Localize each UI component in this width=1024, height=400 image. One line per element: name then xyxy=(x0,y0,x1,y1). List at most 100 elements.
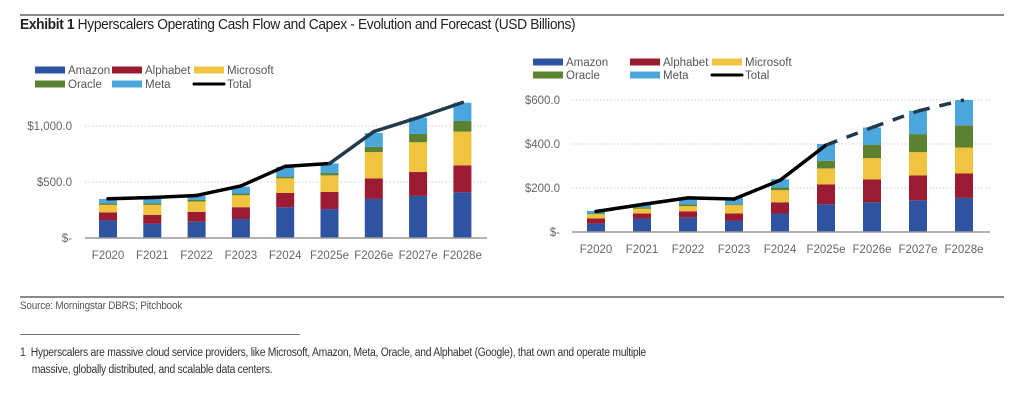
title-text: Hyperscalers Operating Cash Flow and Cap… xyxy=(77,16,576,33)
exhibit-title: Exhibit 1 Hyperscalers Operating Cash Fl… xyxy=(20,16,576,33)
footnote-line2: massive, globally distributed, and scala… xyxy=(31,364,273,376)
chart2-x-tick-label: F2026e xyxy=(852,244,891,256)
chart2-total-line-segment xyxy=(825,125,873,147)
chart1-bar-amazon xyxy=(409,195,428,238)
source-rule xyxy=(20,296,1004,298)
chart2-legend-swatch-oracle xyxy=(533,71,563,79)
chart2-bar-microsoft xyxy=(863,158,881,180)
chart1-total-line-segment xyxy=(327,129,376,166)
exhibit-label: Exhibit 1 xyxy=(20,16,75,33)
chart2-bar-microsoft xyxy=(633,208,651,214)
chart1-bar-alphabet xyxy=(409,172,428,196)
chart2-bar-microsoft xyxy=(679,206,697,212)
chart1-bar-meta xyxy=(453,102,472,121)
chart1-bar-microsoft xyxy=(364,152,383,179)
chart2-legend-swatch-alphabet xyxy=(630,58,660,66)
chart1-x-tick-label: F2022 xyxy=(180,250,213,262)
chart1-bar-meta xyxy=(409,117,428,134)
chart1-bar-meta xyxy=(99,198,117,204)
chart2-legend-label: Total xyxy=(745,70,769,82)
chart1-bar-amazon xyxy=(276,207,295,238)
footnote-number: 1 xyxy=(20,347,26,359)
chart2-legend-label: Alphabet xyxy=(663,57,709,69)
chart1-legend-label: Amazon xyxy=(68,65,110,77)
chart1-y-tick-label: $- xyxy=(62,233,72,245)
chart2-bar-alphabet xyxy=(771,202,789,214)
chart2-bar-meta xyxy=(725,197,743,205)
chart2-bar-amazon xyxy=(771,213,789,232)
chart1-bar-microsoft xyxy=(99,204,117,213)
chart1-bar-oracle xyxy=(320,173,339,176)
chart1-bar-alphabet xyxy=(320,191,339,210)
chart2-bar-oracle xyxy=(863,144,881,159)
chart2-x-tick-label: F2028e xyxy=(944,244,983,256)
chart1-legend-label: Oracle xyxy=(68,79,102,91)
chart1-bar-oracle xyxy=(276,176,295,179)
chart1-bar-alphabet xyxy=(364,178,383,199)
chart1-x-tick-label: F2026e xyxy=(354,250,393,262)
chart2-x-tick-label: F2020 xyxy=(580,244,613,256)
chart2-legend-swatch-amazon xyxy=(533,58,563,66)
chart2-y-tick-label: $400.0 xyxy=(525,139,560,151)
chart1-total-line-segment xyxy=(416,100,465,120)
chart1-bar-meta xyxy=(320,163,339,174)
chart2-bar-oracle xyxy=(817,160,835,169)
chart2-y-tick-label: $600.0 xyxy=(525,95,560,107)
chart2-bar-alphabet xyxy=(679,211,697,218)
chart2-total-line-segment xyxy=(594,202,644,214)
chart1-legend-label: Total xyxy=(227,79,251,91)
chart1-x-tick-label: F2020 xyxy=(92,250,125,262)
chart2-legend-label: Oracle xyxy=(566,70,600,82)
chart1-bar-oracle xyxy=(99,203,117,205)
chart2-bar-microsoft xyxy=(725,205,743,214)
chart1-bar-alphabet xyxy=(187,211,206,222)
chart1-x-tick-label: F2021 xyxy=(136,250,169,262)
chart1-bar-alphabet xyxy=(453,165,472,193)
footnote-rule xyxy=(20,334,300,335)
chart1-bar-amazon xyxy=(99,220,117,238)
chart1-x-tick-label: F2024 xyxy=(269,250,302,262)
chart1-bar-amazon xyxy=(320,209,339,238)
chart1-legend-label: Microsoft xyxy=(227,65,274,77)
chart1-bar-oracle xyxy=(231,193,250,196)
chart2-bar-alphabet xyxy=(587,218,605,224)
source-note: Source: Morningstar DBRS; Pitchbook xyxy=(20,300,183,312)
chart1-legend-swatch-oracle xyxy=(35,80,65,88)
chart1-legend-swatch-amazon xyxy=(35,66,65,74)
top-rule xyxy=(20,14,1004,16)
chart2-y-tick-label: $200.0 xyxy=(525,183,560,195)
chart1-legend-swatch-microsoft xyxy=(194,66,224,74)
footnote: 1 Hyperscalers are massive cloud service… xyxy=(20,345,646,379)
chart1-legend-label: Meta xyxy=(145,79,171,91)
chart2-bar-alphabet xyxy=(863,179,881,203)
chart2-bar-microsoft xyxy=(909,152,927,176)
chart2-bar-oracle xyxy=(909,134,927,153)
chart2-bar-meta xyxy=(955,100,973,126)
chart2-bar-alphabet xyxy=(909,175,927,201)
chart1-bar-amazon xyxy=(143,223,162,238)
footnote-line1: Hyperscalers are massive cloud service p… xyxy=(30,347,646,359)
chart2-total-line-segment xyxy=(732,178,782,201)
chart1-bar-microsoft xyxy=(453,131,472,166)
chart2-x-tick-label: F2027e xyxy=(898,244,937,256)
chart2-bar-microsoft xyxy=(771,190,789,203)
chart1-bar-oracle xyxy=(364,146,383,153)
chart2-bar-amazon xyxy=(633,218,651,232)
chart2-bar-alphabet xyxy=(817,184,835,205)
chart1-bar-amazon xyxy=(453,192,472,238)
chart1-x-tick-label: F2027e xyxy=(399,250,438,262)
chart1-bar-oracle xyxy=(187,199,206,202)
chart1-bar-oracle xyxy=(409,133,428,143)
chart2-bar-alphabet xyxy=(725,213,743,221)
chart1-bar-meta xyxy=(143,198,162,204)
chart1-total-line-segment xyxy=(372,115,420,134)
chart1-y-tick-label: $500.0 xyxy=(37,177,72,189)
chart2-bar-oracle xyxy=(679,204,697,207)
chart2-bar-oracle xyxy=(587,213,605,215)
chart2-legend-label: Microsoft xyxy=(745,57,792,69)
charts-svg: $- $500.0 $1,000.0 F2020 F2021 F2022 F2023 F202… xyxy=(27,57,990,262)
chart1-bar-alphabet xyxy=(143,214,162,224)
chart1-bar-microsoft xyxy=(320,175,339,192)
chart2-x-tick-label: F2024 xyxy=(764,244,797,256)
chart1-x-tick-label: F2025e xyxy=(310,250,349,262)
